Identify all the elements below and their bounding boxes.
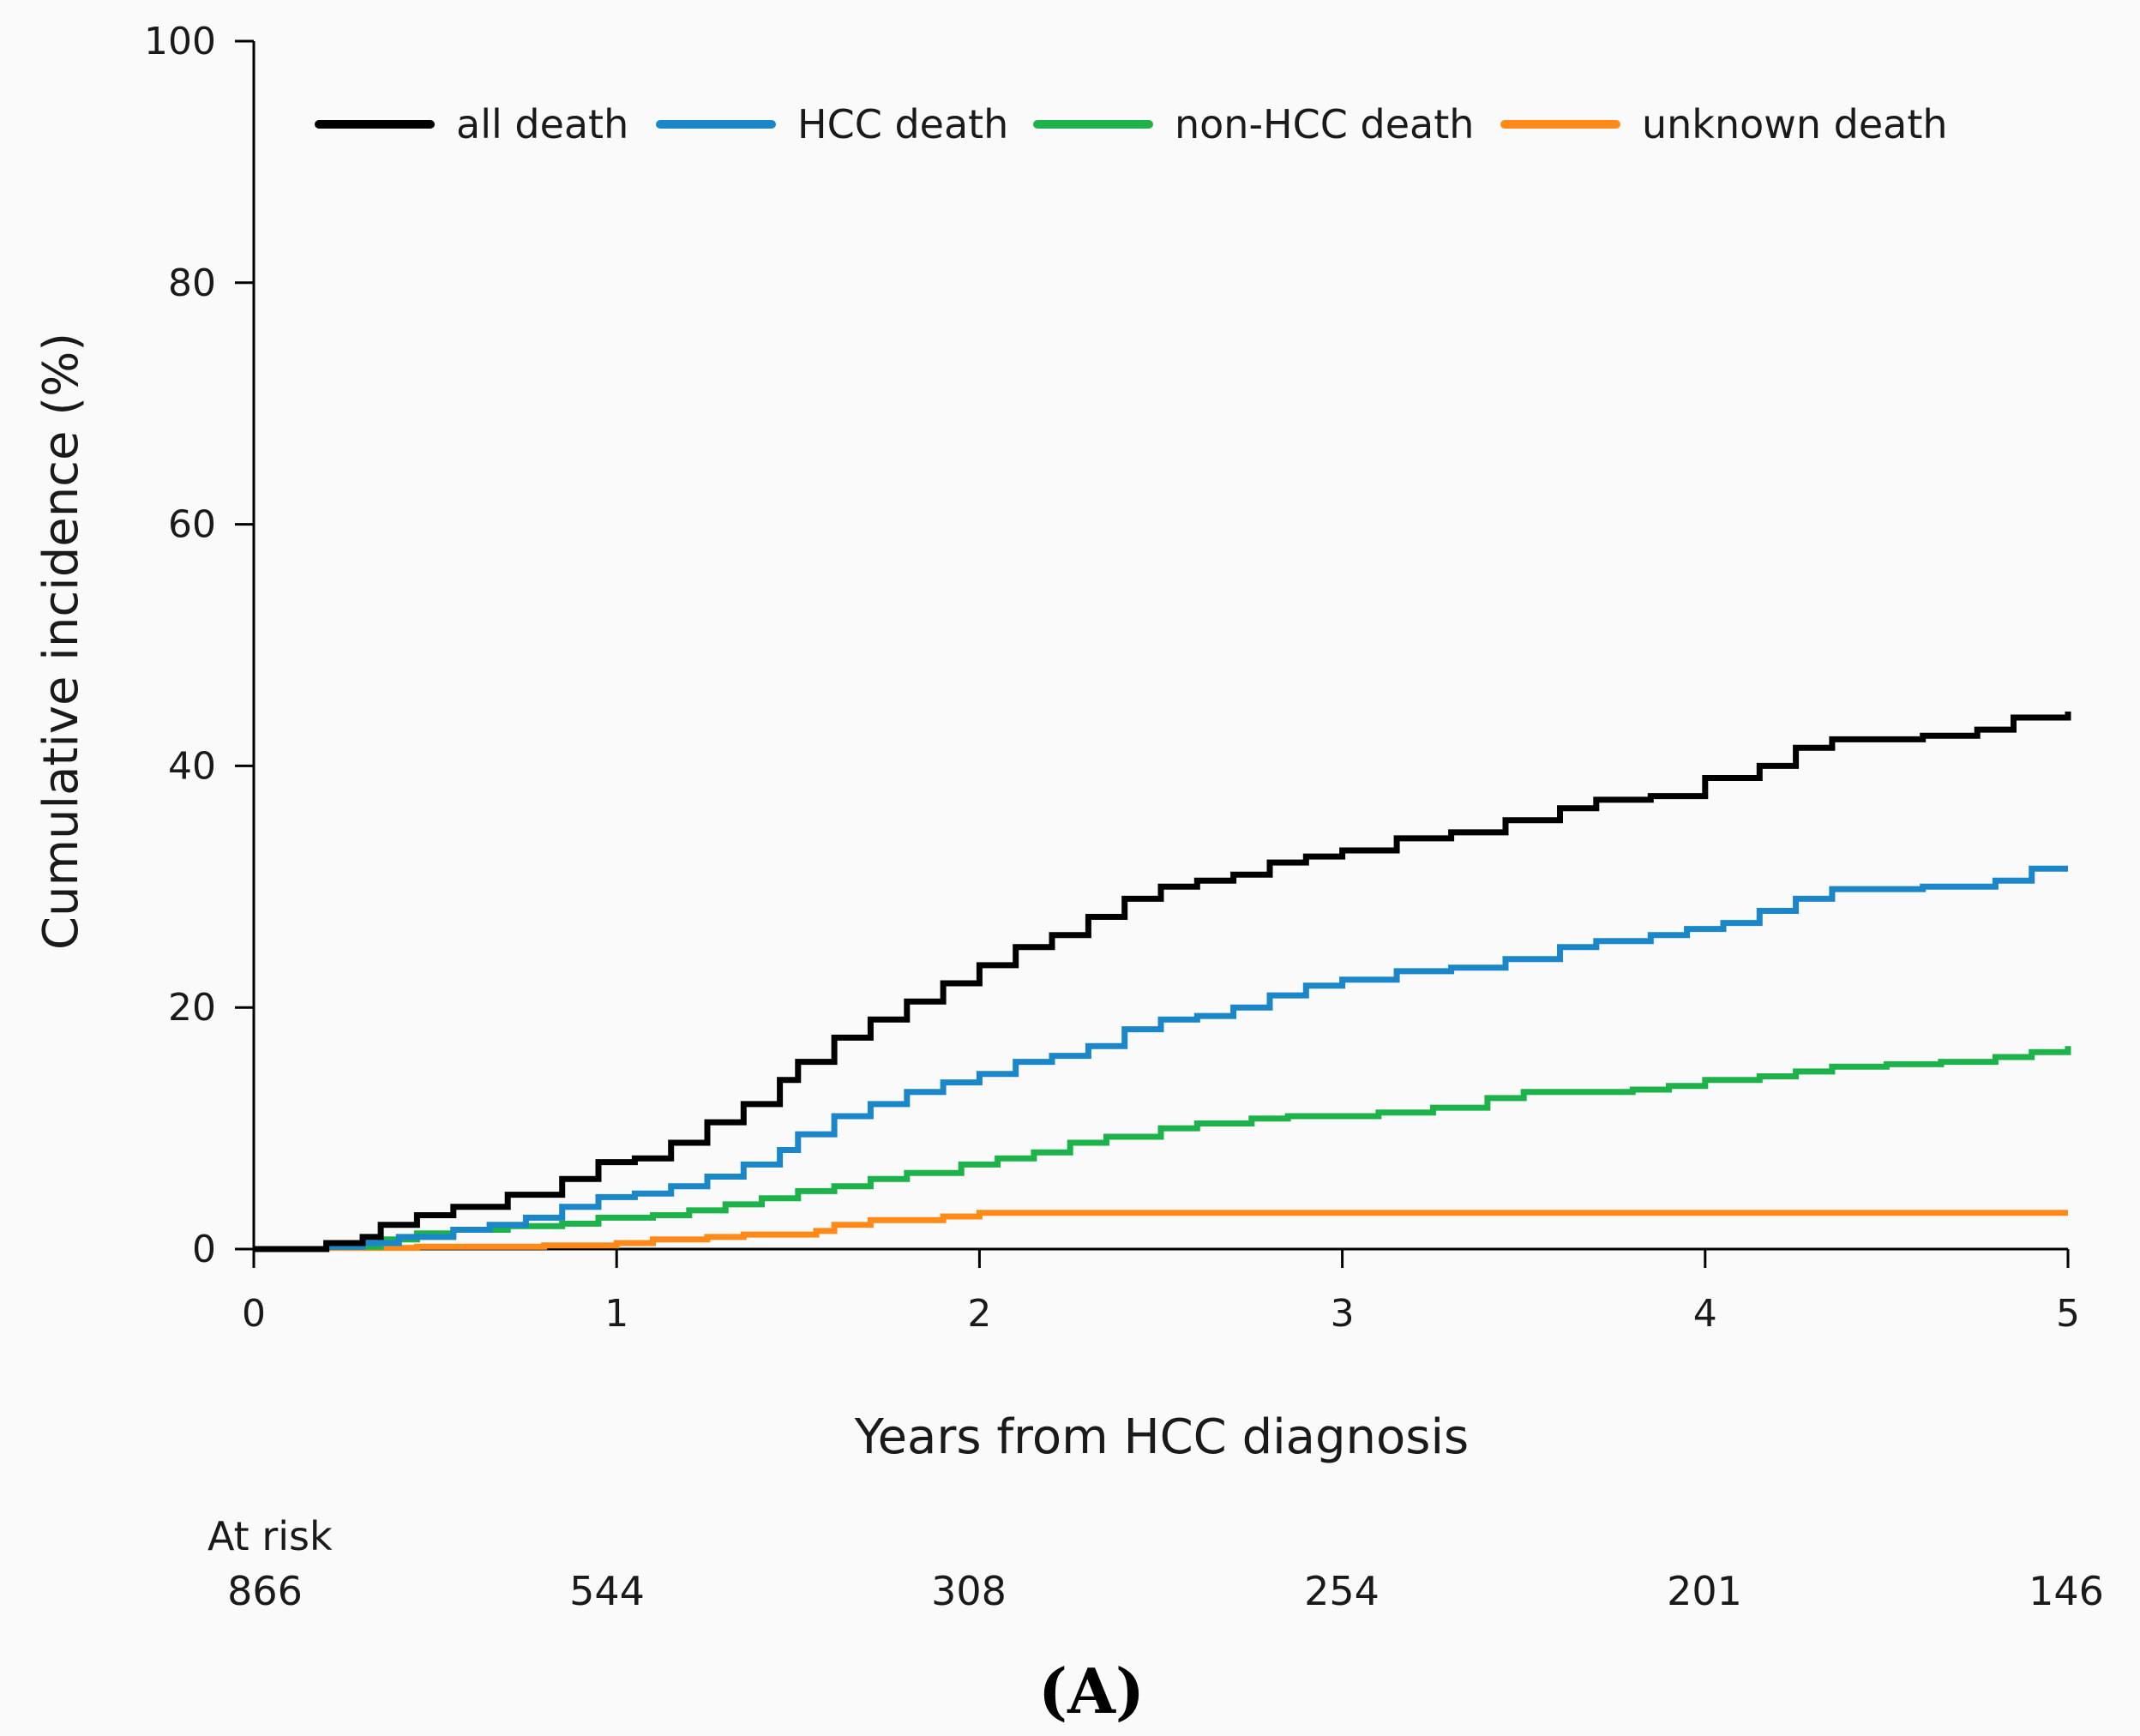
x-tick-label: 5 bbox=[2056, 1292, 2080, 1336]
legend: all death HCC death non-HCC death unknown d… bbox=[315, 101, 1948, 147]
at-risk-row: 866 544 308 254 201 146 bbox=[227, 1568, 2104, 1614]
y-tick-label: 100 bbox=[144, 20, 216, 63]
series-line-hcc-death bbox=[254, 865, 2068, 1252]
at-risk-value: 254 bbox=[1304, 1568, 1380, 1614]
legend-label: non-HCC death bbox=[1175, 101, 1474, 147]
x-tick-label: 0 bbox=[242, 1292, 266, 1336]
y-tick-label: 80 bbox=[168, 261, 216, 305]
at-risk-value: 544 bbox=[569, 1568, 645, 1614]
at-risk-value: 146 bbox=[2029, 1568, 2104, 1614]
legend-label: unknown death bbox=[1642, 101, 1948, 147]
y-tick-label: 60 bbox=[168, 503, 216, 547]
x-axis-title: Years from HCC diagnosis bbox=[854, 1409, 1469, 1465]
at-risk-value: 866 bbox=[227, 1568, 303, 1614]
x-tick-label: 4 bbox=[1693, 1292, 1717, 1336]
series-line-unknown-death bbox=[254, 1210, 2068, 1252]
legend-label: HCC death bbox=[797, 101, 1008, 147]
axes: 0 20 40 60 80 100 0 1 2 3 4 5 bbox=[144, 20, 2080, 1336]
x-tick-label: 3 bbox=[1331, 1292, 1355, 1336]
y-tick-label: 0 bbox=[192, 1228, 216, 1271]
at-risk-value: 308 bbox=[931, 1568, 1007, 1614]
at-risk-label: At risk bbox=[207, 1513, 333, 1559]
series-line-all-death bbox=[254, 712, 2071, 1252]
y-axis-title: Cumulative incidence (%) bbox=[33, 333, 89, 950]
series-lines bbox=[254, 712, 2071, 1252]
series-line-non-hcc-death bbox=[254, 1046, 2071, 1252]
x-tick-label: 2 bbox=[967, 1292, 991, 1336]
x-tick-label: 1 bbox=[604, 1292, 628, 1336]
y-tick-label: 20 bbox=[168, 986, 216, 1030]
at-risk-value: 201 bbox=[1667, 1568, 1742, 1614]
y-tick-label: 40 bbox=[168, 744, 216, 788]
panel-label: (A) bbox=[1038, 1655, 1145, 1727]
legend-label: all death bbox=[456, 101, 628, 147]
